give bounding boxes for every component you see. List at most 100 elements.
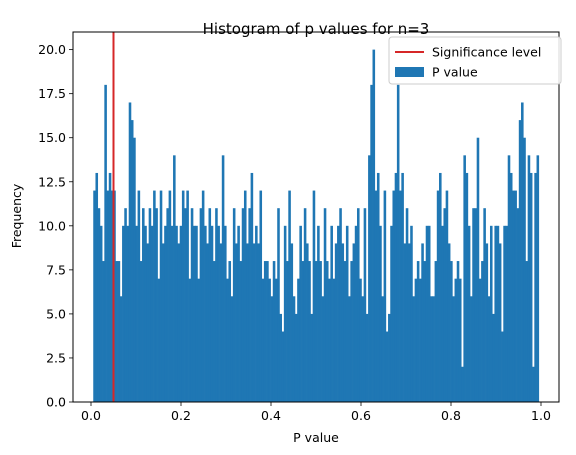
histogram-bar (301, 261, 305, 402)
histogram-bar (379, 225, 382, 402)
histogram-bar (312, 190, 316, 402)
histogram-bar (403, 243, 407, 402)
histogram-bar (410, 225, 413, 402)
histogram-bar (452, 296, 455, 402)
legend-swatch-p-value (395, 67, 424, 77)
x-tick-label: 0.0 (81, 408, 101, 423)
x-axis-ticks: 0.0 0.2 0.4 0.6 0.8 1.0 (81, 402, 551, 423)
histogram-bar (303, 208, 307, 402)
histogram-bar (447, 243, 451, 402)
histogram-bar (259, 190, 263, 402)
histogram-bar (503, 225, 506, 402)
histogram-bar (443, 208, 447, 402)
histogram-bar (255, 225, 258, 402)
histogram-bar (188, 278, 192, 402)
histogram-bar (354, 225, 358, 402)
histogram-bar (352, 243, 356, 402)
histogram-bar (266, 261, 269, 402)
histogram-bar (119, 296, 123, 402)
histogram-bar (405, 208, 409, 402)
histogram-bar (476, 137, 480, 402)
histogram-bar (248, 208, 251, 402)
y-tick-label: 2.5 (46, 350, 66, 365)
histogram-bar (474, 208, 478, 402)
histogram-bar (192, 225, 196, 402)
histogram-bar (290, 243, 294, 402)
histogram-bar (279, 313, 282, 402)
histogram-bar (288, 190, 291, 402)
histogram-bar (507, 155, 511, 402)
histogram-bar (390, 225, 393, 402)
histogram-bar (536, 155, 540, 402)
histogram-bar (179, 225, 183, 402)
histogram-bar (146, 243, 150, 402)
histogram-bar (263, 261, 267, 402)
histogram-bar (232, 208, 236, 402)
histogram-bar (215, 208, 218, 402)
y-tick-label: 0.0 (46, 395, 66, 410)
histogram-bar (363, 208, 367, 402)
histogram-bar (250, 172, 254, 402)
y-tick-label: 15.0 (38, 130, 66, 145)
histogram-bar (128, 102, 132, 402)
histogram-bar (226, 278, 229, 402)
plot-area-frame (72, 31, 560, 403)
histogram-bar (161, 243, 165, 402)
histogram-bar (430, 296, 433, 402)
histogram-bar (334, 243, 338, 402)
chart-title: Histogram of p values for n=3 (203, 20, 430, 38)
histogram-bar (117, 261, 121, 402)
histogram-bar (166, 208, 169, 402)
histogram-bar (532, 366, 535, 402)
histogram-bar (108, 172, 112, 402)
histogram-bar (257, 243, 260, 402)
histogram-bar (399, 190, 402, 402)
histogram-bar (168, 190, 172, 402)
histogram-bar (212, 261, 216, 402)
histogram-bar (419, 278, 422, 402)
histogram-bar (337, 225, 340, 402)
y-tick-label: 12.5 (38, 174, 66, 189)
histogram-bar (95, 172, 99, 402)
histogram-bar (414, 278, 418, 402)
histogram-bar (274, 278, 278, 402)
histogram-bar (157, 278, 161, 402)
histogram-bar (518, 120, 522, 402)
histogram-bar (407, 243, 411, 402)
histogram-bar (190, 208, 194, 402)
histogram-bar (126, 225, 130, 402)
histogram-bar (252, 243, 256, 402)
histogram-bar (534, 172, 537, 402)
legend-box (388, 36, 562, 85)
histogram-bar (137, 190, 141, 402)
histogram-bar (388, 313, 391, 402)
histogram-bar (478, 278, 482, 402)
histogram-bar (195, 225, 198, 402)
histogram-bar (394, 172, 398, 402)
histogram-bar (124, 208, 127, 402)
histogram-bar (294, 313, 298, 402)
histogram-bar (328, 278, 331, 402)
histogram-bar (370, 84, 373, 402)
histogram-bar (361, 296, 365, 402)
histogram-bar (106, 190, 110, 402)
histogram-bar (487, 296, 491, 402)
histogram-bar (319, 261, 322, 402)
histogram-bar (325, 261, 329, 402)
histogram-bar (122, 225, 125, 402)
histogram-bar (239, 261, 243, 402)
histogram-bar (221, 155, 225, 402)
histogram-bar (332, 278, 336, 402)
histogram-bar (317, 225, 320, 402)
histogram-bar (219, 243, 223, 402)
histogram-bar (330, 225, 333, 402)
histogram-bar (483, 208, 486, 402)
histogram-bar (345, 225, 349, 402)
histogram-bar (235, 243, 238, 402)
histogram-bar (148, 208, 152, 402)
histogram-bar (427, 225, 431, 402)
histogram-bar (155, 208, 158, 402)
histogram-bar (425, 225, 429, 402)
histogram-bar (350, 261, 353, 402)
histogram-bar (467, 225, 471, 402)
